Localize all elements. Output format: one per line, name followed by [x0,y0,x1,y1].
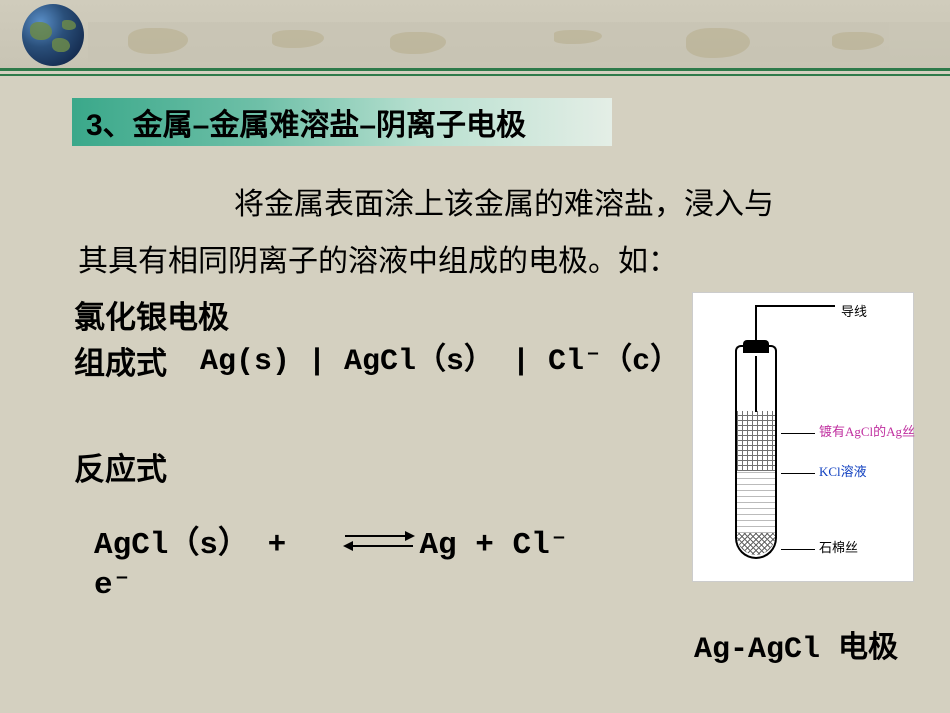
body-line-1: 将金属表面涂上该金属的难溶盐，浸入与 [78,176,878,233]
diagram-label-asbestos-text: 石棉丝 [819,540,858,555]
divider-line-1 [0,68,950,71]
label-reaction: 反应式 [74,444,167,489]
diagram-label-kcl: KCl溶液 [781,461,867,480]
section-title: 3、金属–金属难溶盐–阴离子电极 [86,100,526,144]
label-composition: 组成式 [74,338,167,383]
equilibrium-arrow-icon [345,532,413,552]
diagram-caption: Ag-AgCl 电极 [694,622,898,667]
reaction-rhs: Ag + Cl⁻ [419,528,568,563]
diagram-tube-lip-r [767,345,777,355]
diagram-inner-wire [755,356,757,412]
worldmap-strip [88,22,950,62]
diagram-kcl-region [737,471,775,533]
diagram-label-asbestos: 石棉丝 [781,537,858,556]
diagram-label-lead-text: 导线 [841,304,867,319]
diagram-label-lead: 导线 [841,301,867,320]
diagram-lead-wire [755,305,757,341]
diagram-label-coated: 镀有AgCl的Ag丝 [781,421,915,440]
electrode-name: 氯化银电极 [74,292,229,337]
diagram-coated-region [737,411,775,471]
diagram-label-coated-text: 镀有AgCl的Ag丝 [819,424,915,439]
electrode-diagram: 导线 镀有AgCl的Ag丝 KCl溶液 石棉丝 [692,292,914,582]
header-band [0,0,950,70]
divider-line-2 [0,74,950,76]
reaction-lhs: AgCl（s） + [94,528,286,563]
diagram-label-kcl-text: KCl溶液 [819,464,867,479]
reaction-electron: e⁻ [94,568,131,603]
section-title-bar: 3、金属–金属难溶盐–阴离子电极 [72,98,612,146]
composition-formula: Ag(s) | AgCl（s） | Cl⁻（c） [200,342,700,383]
body-line-2: 其具有相同阴离子的溶液中组成的电极。如： [78,245,678,278]
body-paragraph: 将金属表面涂上该金属的难溶盐，浸入与 其具有相同阴离子的溶液中组成的电极。如： [78,176,878,290]
globe-icon [22,4,84,66]
diagram-tube-lip-l [735,345,745,355]
